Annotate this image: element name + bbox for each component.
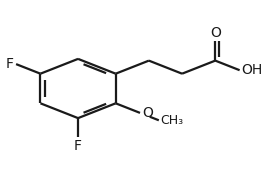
Text: O: O xyxy=(210,26,221,40)
Text: O: O xyxy=(142,106,153,120)
Text: CH₃: CH₃ xyxy=(161,114,184,127)
Text: OH: OH xyxy=(241,63,263,77)
Text: F: F xyxy=(6,57,14,71)
Text: F: F xyxy=(74,139,82,153)
